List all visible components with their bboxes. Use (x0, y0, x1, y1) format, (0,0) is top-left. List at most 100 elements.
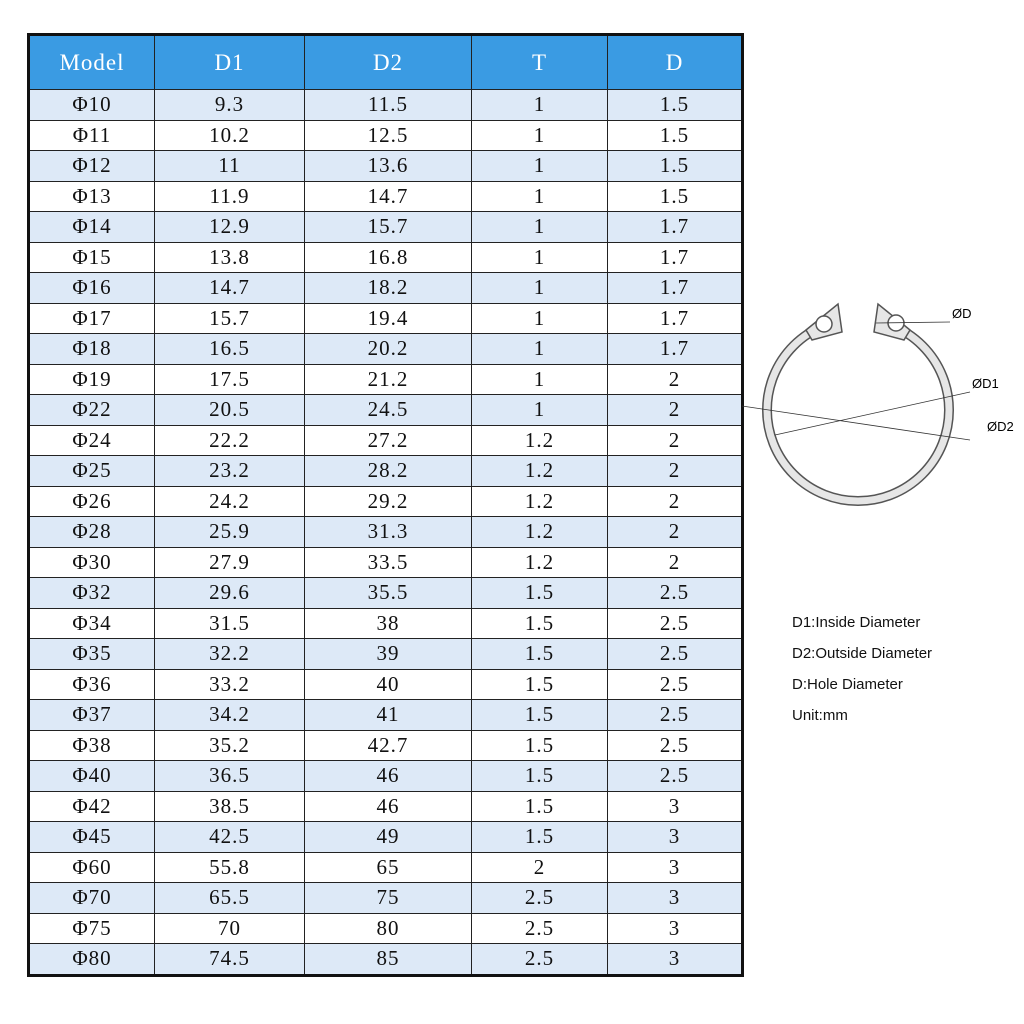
table-cell: 1 (471, 211, 608, 243)
table-cell: 27.2 (304, 424, 472, 456)
table-cell: 2.5 (607, 729, 743, 761)
table-cell: Φ17 (28, 302, 155, 334)
dim-line (875, 321, 951, 324)
table-cell: 38.5 (154, 790, 305, 822)
dim-label: ØD (952, 306, 972, 321)
table-cell: 3 (607, 882, 743, 914)
table-row: Φ40 36.5 46 1.5 2.5 (28, 760, 743, 792)
table-cell: Φ35 (28, 638, 155, 670)
table-row: Φ38 35.2 42.7 1.5 2.5 (28, 729, 743, 761)
table-cell: Φ30 (28, 546, 155, 578)
table-cell: 42.7 (304, 729, 472, 761)
table-cell: 35.2 (154, 729, 305, 761)
table-cell: 2 (607, 516, 743, 548)
table-cell: 85 (304, 943, 472, 976)
table-cell: 1.2 (471, 516, 608, 548)
table-cell: 2.5 (607, 699, 743, 731)
table-cell: 46 (304, 760, 472, 792)
table-row: Φ16 14.7 18.2 1 1.7 (28, 272, 743, 304)
table-row: Φ25 23.2 28.2 1.2 2 (28, 455, 743, 487)
table-row: Φ30 27.9 33.5 1.2 2 (28, 546, 743, 578)
table-row: Φ45 42.5 49 1.5 3 (28, 821, 743, 853)
table-cell: 17.5 (154, 363, 305, 395)
ring-body (763, 315, 953, 505)
table-cell: 14.7 (154, 272, 305, 304)
table-cell: Φ36 (28, 668, 155, 700)
table-cell: 2.5 (471, 912, 608, 944)
table-row: Φ32 29.6 35.5 1.5 2.5 (28, 577, 743, 609)
table-cell: 1.5 (607, 89, 743, 121)
ring-diagram: ØD ØD1 ØD2 (741, 300, 1014, 506)
table-cell: 55.8 (154, 851, 305, 883)
note: D2:Outside Diameter (792, 645, 933, 662)
table-cell: 3 (607, 821, 743, 853)
table-cell: 1 (471, 394, 608, 426)
table-cell: Φ18 (28, 333, 155, 365)
table-cell: Φ11 (28, 119, 155, 151)
table-row: Φ80 74.5 85 2.5 3 (28, 943, 743, 976)
table-cell: 11.9 (154, 180, 305, 212)
table-cell: 1.5 (471, 607, 608, 639)
table-cell: 1.2 (471, 485, 608, 517)
table-cell: Φ38 (28, 729, 155, 761)
table-row: Φ22 20.5 24.5 1 2 (28, 394, 743, 426)
table-row: Φ35 32.2 39 1.5 2.5 (28, 638, 743, 670)
table-cell: 1 (471, 150, 608, 182)
table-cell: 1.2 (471, 455, 608, 487)
table-cell: Φ13 (28, 180, 155, 212)
table-cell: Φ19 (28, 363, 155, 395)
table-cell: 65.5 (154, 882, 305, 914)
table-cell: 22.2 (154, 424, 305, 456)
table-cell: 16.8 (304, 241, 472, 273)
table-cell: 1 (471, 119, 608, 151)
table-cell: 15.7 (304, 211, 472, 243)
table-cell: 24.2 (154, 485, 305, 517)
table-cell: Φ75 (28, 912, 155, 944)
table-row: Φ18 16.5 20.2 1 1.7 (28, 333, 743, 365)
table-cell: 35.5 (304, 577, 472, 609)
table-cell: 31.5 (154, 607, 305, 639)
table-cell: 28.2 (304, 455, 472, 487)
table-cell: Φ25 (28, 455, 155, 487)
table-cell: 13.6 (304, 150, 472, 182)
note: D:Hole Diameter (792, 676, 903, 693)
table-cell: 1.5 (471, 699, 608, 731)
table-cell: 33.2 (154, 668, 305, 700)
table-cell: Φ26 (28, 485, 155, 517)
table-cell: 12.9 (154, 211, 305, 243)
table-cell: Φ45 (28, 821, 155, 853)
table-cell: 38 (304, 607, 472, 639)
table-cell: 31.3 (304, 516, 472, 548)
table-cell: 65 (304, 851, 472, 883)
table-cell: 24.5 (304, 394, 472, 426)
table-cell: 29.2 (304, 485, 472, 517)
table-row: Φ28 25.9 31.3 1.2 2 (28, 516, 743, 548)
header-cell: D2 (304, 34, 472, 90)
table-cell: Φ15 (28, 241, 155, 273)
table-cell: 2 (471, 851, 608, 883)
table-cell: Φ16 (28, 272, 155, 304)
table-cell: Φ60 (28, 851, 155, 883)
table-cell: 19.4 (304, 302, 472, 334)
table-cell: 1.2 (471, 424, 608, 456)
table-cell: 33.5 (304, 546, 472, 578)
table-cell: 40 (304, 668, 472, 700)
table-row: Φ60 55.8 65 2 3 (28, 851, 743, 883)
table-cell: 14.7 (304, 180, 472, 212)
table-cell: 2 (607, 394, 743, 426)
table-cell: Φ24 (28, 424, 155, 456)
table-row: Φ10 9.3 11.5 1 1.5 (28, 89, 743, 121)
table-cell: 36.5 (154, 760, 305, 792)
table-cell: Φ12 (28, 150, 155, 182)
table-cell: 2 (607, 455, 743, 487)
table-cell: 1.7 (607, 272, 743, 304)
table-cell: 1.5 (471, 760, 608, 792)
table-cell: Φ32 (28, 577, 155, 609)
hole-left (815, 315, 833, 333)
table-cell: 1.7 (607, 211, 743, 243)
table-cell: 13.8 (154, 241, 305, 273)
table-cell: 2.5 (607, 607, 743, 639)
dim-label: ØD1 (972, 376, 999, 391)
table-cell: 1.5 (607, 180, 743, 212)
